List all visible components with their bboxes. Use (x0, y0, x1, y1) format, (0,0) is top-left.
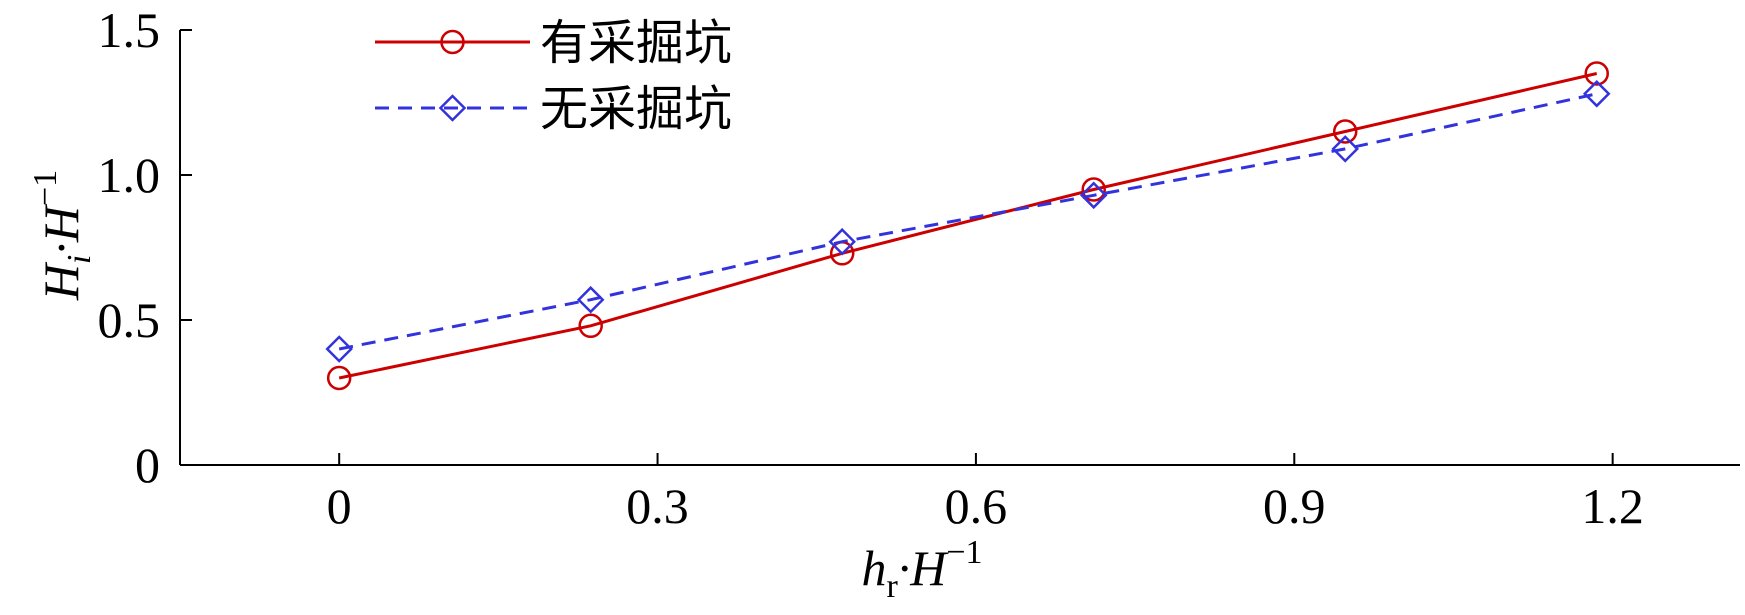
x-axis-label: hr·H−1 (861, 534, 982, 605)
series-2-point (1079, 181, 1108, 210)
series-2-point (828, 227, 856, 256)
legend-label-2: 无采掘坑 (540, 81, 732, 137)
series-1 (326, 61, 1609, 391)
y-tick-label: 1.5 (98, 2, 161, 58)
series-2-point (1331, 135, 1359, 163)
y-axis-label: Hi·H−1 (27, 170, 98, 301)
x-tick-label: 0 (327, 478, 352, 534)
series-1-point (1584, 61, 1609, 86)
x-tick-label: 1.2 (1581, 478, 1644, 534)
x-axis-label-sub: r (886, 568, 898, 605)
y-axis-label-sub: i (61, 255, 98, 264)
x-tick-label: 0.6 (945, 478, 1008, 534)
y-ticks: 0 0.5 1.0 1.5 (98, 2, 192, 493)
series-2-point (576, 285, 605, 314)
x-tick-label: 0.3 (626, 478, 689, 534)
series-layer (325, 61, 1611, 391)
series-2-line (338, 92, 1598, 351)
series-2-point (325, 335, 353, 363)
x-axis-label-mid: ·H (898, 540, 950, 596)
legend-marker-1 (440, 29, 465, 55)
series-1-point (1081, 177, 1106, 202)
y-axis-label-mid: ·H (33, 203, 89, 255)
series-1-point (578, 313, 603, 339)
axes (179, 30, 1740, 466)
series-2 (325, 80, 1611, 363)
y-tick-label: 0.5 (98, 292, 161, 348)
series-2-point (1582, 80, 1611, 108)
x-ticks: 0 0.3 0.6 0.9 1.2 (327, 453, 1644, 534)
y-tick-label: 1.0 (98, 147, 161, 203)
series-1-point (326, 365, 352, 391)
y-axis-label-sup: −1 (27, 170, 64, 206)
legend-label-1: 有采掘坑 (540, 15, 732, 71)
x-tick-label: 0.9 (1263, 478, 1326, 534)
series-1-line (338, 72, 1598, 380)
legend-marker-2 (438, 94, 467, 122)
y-tick-label: 0 (135, 437, 160, 493)
y-axis-label-main: H (33, 261, 89, 301)
series-1-point (1332, 119, 1358, 144)
x-axis-label-sup: −1 (946, 534, 982, 571)
x-axis-label-main: h (861, 540, 886, 596)
